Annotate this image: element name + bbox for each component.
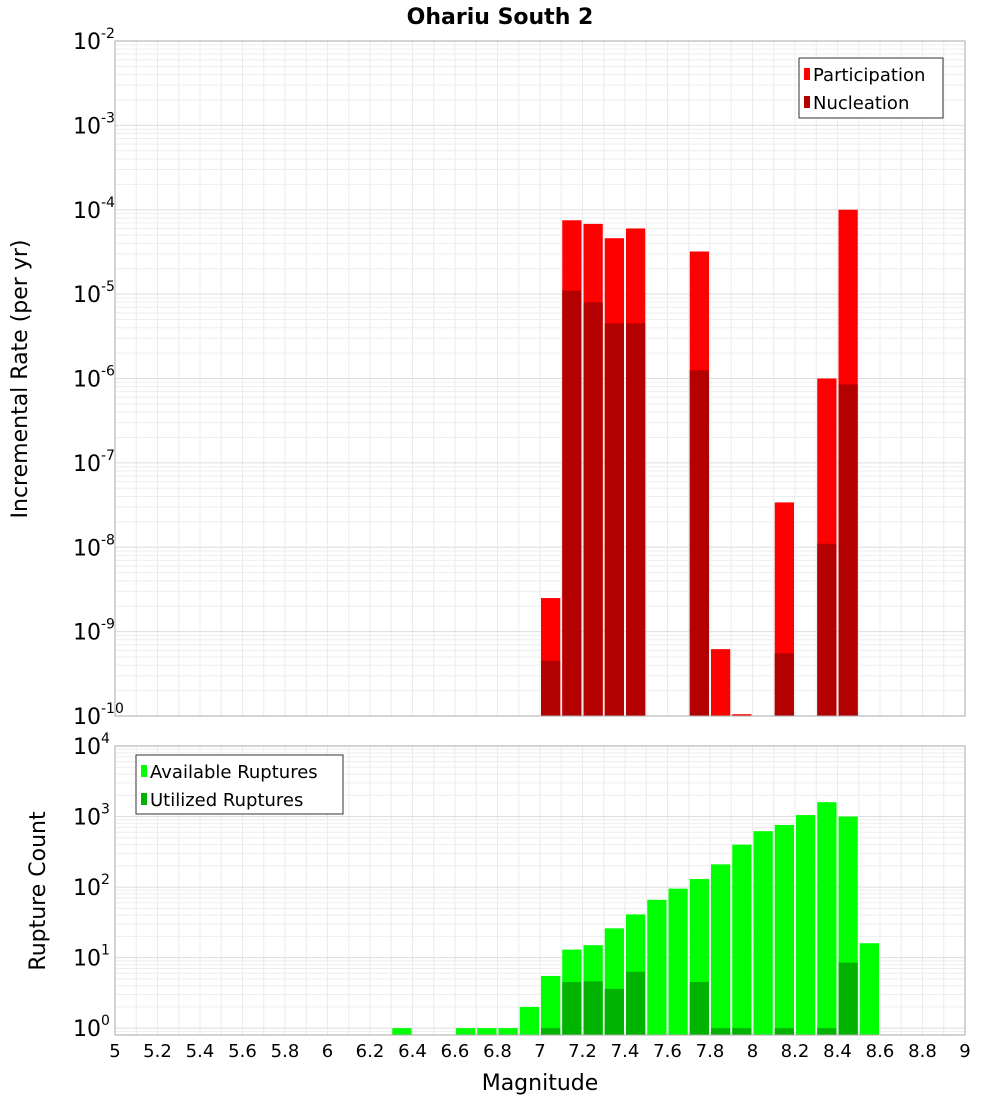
y-tick-label: 10-8 [73, 532, 115, 561]
legend-label: Participation [813, 65, 925, 86]
x-tick-label: 8.6 [866, 1041, 895, 1062]
nucleation-bar [562, 290, 582, 716]
participation-bar [711, 649, 731, 716]
utilized-ruptures-bar [711, 1028, 731, 1035]
utilized-ruptures-bar [583, 981, 603, 1035]
utilized-ruptures-bar [774, 1028, 794, 1035]
y-tick-label: 104 [73, 731, 110, 760]
count-y-axis-label: Rupture Count [26, 811, 51, 971]
y-tick-label: 102 [73, 872, 110, 901]
x-tick-label: 5 [109, 1041, 120, 1062]
utilized-ruptures-bar [626, 971, 646, 1035]
nucleation-bar [583, 302, 603, 716]
x-tick-label: 6.4 [398, 1041, 427, 1062]
y-tick-label: 100 [73, 1013, 110, 1042]
x-tick-label: 6.6 [441, 1041, 470, 1062]
x-tick-label: 7.6 [653, 1041, 682, 1062]
x-tick-label: 5.4 [186, 1041, 215, 1062]
available-ruptures-bar [774, 824, 794, 1035]
x-tick-label: 7.8 [696, 1041, 725, 1062]
y-tick-label: 103 [73, 802, 110, 831]
nucleation-bar [604, 323, 624, 716]
x-tick-label: 6 [322, 1041, 333, 1062]
x-tick-label: 9 [959, 1041, 970, 1062]
available-ruptures-bar [519, 1006, 539, 1035]
available-ruptures-bar [668, 888, 688, 1035]
available-ruptures-bar [477, 1028, 497, 1035]
available-ruptures-bar [711, 864, 731, 1035]
x-axis-label: Magnitude [482, 1071, 599, 1096]
rate-bars [541, 209, 858, 717]
chart-title: Ohariu South 2 [407, 5, 594, 30]
legend-box [135, 754, 344, 815]
x-tick-label: 7 [534, 1041, 545, 1062]
utilized-ruptures-bar [689, 982, 709, 1035]
legend-label: Utilized Ruptures [150, 790, 303, 811]
x-tick-label: 6.2 [356, 1041, 385, 1062]
count-bars [392, 802, 879, 1035]
available-ruptures-bar [796, 815, 816, 1035]
utilized-ruptures-bar [732, 1028, 752, 1035]
legend-label: Available Ruptures [150, 762, 318, 783]
rate-plot-frame [114, 40, 966, 717]
x-tick-label: 8.2 [781, 1041, 810, 1062]
x-tick-label: 8 [747, 1041, 758, 1062]
x-tick-label: 5.6 [228, 1041, 257, 1062]
x-ticks: 5 5.2 5.4 5.6 5.8 6 6.2 6.4 6.6 6.8 7 7.2 7.4 7.6 7.8 8… [109, 1041, 970, 1062]
legend-swatch [804, 96, 810, 108]
utilized-ruptures-bar [562, 982, 582, 1035]
rate-y-axis-label: Incremental Rate (per yr) [8, 240, 33, 519]
y-tick-label: 10-9 [73, 617, 115, 646]
y-tick-label: 10-3 [73, 110, 115, 139]
legend-swatch [804, 68, 810, 80]
utilized-ruptures-bar [838, 962, 858, 1035]
available-ruptures-bar [392, 1028, 412, 1035]
nucleation-bar [817, 543, 837, 716]
nucleation-bar [541, 660, 561, 716]
count-plot-frame [114, 745, 966, 1036]
y-tick-label: 10-2 [73, 26, 115, 55]
x-tick-label: 6.8 [483, 1041, 512, 1062]
rate-panel: 10-2 10-3 10-4 10-5 10-6 10-7 10-8 10-9 10-10 In… [8, 26, 966, 730]
rate-y-ticks: 10-2 10-3 10-4 10-5 10-6 10-7 10-8 10-9 10-10 [73, 26, 124, 730]
participation-bar [732, 714, 752, 716]
rate-legend: Participation Nucleation [798, 57, 944, 119]
legend-swatch [141, 765, 147, 777]
x-tick-label: 7.4 [611, 1041, 640, 1062]
available-ruptures-bar [732, 844, 752, 1035]
y-tick-label: 10-4 [73, 195, 115, 224]
legend-label: Nucleation [813, 93, 909, 114]
y-tick-label: 10-5 [73, 279, 115, 308]
nucleation-bar [774, 653, 794, 716]
available-ruptures-bar [541, 975, 561, 1035]
y-tick-label: 101 [73, 943, 110, 972]
count-legend: Available Ruptures Utilized Ruptures [135, 754, 344, 815]
utilized-ruptures-bar [817, 1028, 837, 1035]
y-tick-label: 10-10 [73, 701, 124, 730]
x-tick-label: 8.8 [908, 1041, 937, 1062]
utilized-ruptures-bar [604, 988, 624, 1035]
legend-swatch [141, 793, 147, 805]
y-tick-label: 10-7 [73, 448, 115, 477]
x-tick-label: 5.8 [271, 1041, 300, 1062]
available-ruptures-bar [859, 943, 879, 1035]
available-ruptures-bar [456, 1028, 476, 1035]
x-tick-label: 8.4 [823, 1041, 852, 1062]
count-y-ticks: 104 103 102 101 100 [73, 731, 110, 1042]
available-ruptures-bar [753, 831, 773, 1035]
x-tick-label: 7.2 [568, 1041, 597, 1062]
available-ruptures-bar [817, 802, 837, 1035]
utilized-ruptures-bar [541, 1028, 561, 1035]
legend-box [798, 57, 944, 119]
x-tick-label: 5.2 [143, 1041, 172, 1062]
nucleation-bar [626, 323, 646, 716]
available-ruptures-bar [498, 1028, 518, 1035]
nucleation-bar [838, 384, 858, 716]
nucleation-bar [689, 370, 709, 716]
rate-grid [114, 40, 966, 717]
count-panel: 104 103 102 101 100 5 5.2 5.4 5.6 5.8 6 6.2 6.4 6.6 6… [26, 731, 971, 1096]
available-ruptures-bar [647, 899, 667, 1035]
y-tick-label: 10-6 [73, 364, 115, 393]
